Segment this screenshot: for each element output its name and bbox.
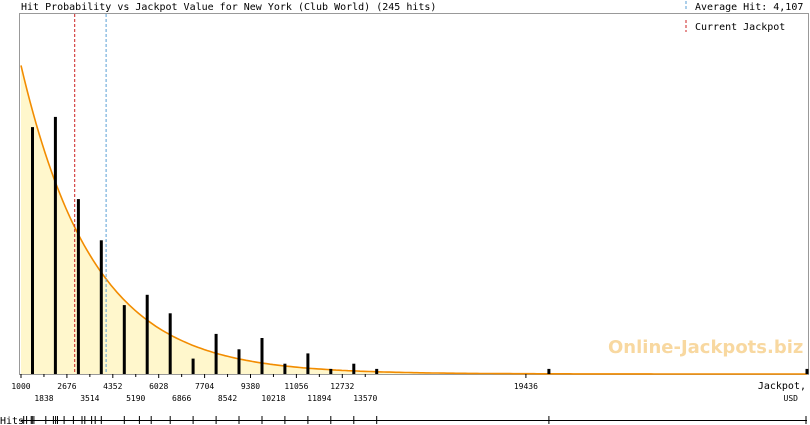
- x-tick-label: 2676: [57, 382, 76, 391]
- x-tick-label: 1838: [34, 394, 53, 403]
- bar: [375, 368, 379, 374]
- x-tick-label: 10218: [261, 394, 285, 403]
- x-tick-label: 5190: [126, 394, 145, 403]
- bar: [122, 305, 126, 374]
- bar: [547, 368, 551, 374]
- x-tick-label: 1000: [11, 382, 30, 391]
- bar: [329, 368, 333, 374]
- fit-curve: [20, 65, 807, 375]
- bar: [306, 353, 310, 374]
- x-tick-label: 8542: [218, 394, 237, 403]
- bar: [283, 363, 287, 374]
- x-tick-label: 11894: [307, 394, 331, 403]
- bar: [191, 358, 195, 374]
- x-tick-label: 6028: [149, 382, 168, 391]
- hits-rug-label: Hits: [0, 416, 24, 425]
- bar: [31, 127, 34, 374]
- legend-average-label: Average Hit: 4,107: [695, 2, 803, 13]
- x-tick-label: 7704: [195, 382, 214, 391]
- x-tick-label: 4352: [103, 382, 122, 391]
- bar: [76, 199, 80, 374]
- bar: [168, 313, 172, 374]
- x-tick-label: 6866: [172, 394, 191, 403]
- x-tick-label: 12732: [330, 382, 354, 391]
- hits-rug: [21, 416, 807, 424]
- bar: [214, 333, 218, 374]
- x-tick-label: 11056: [284, 382, 308, 391]
- bar: [53, 116, 57, 375]
- legend-current-label: Current Jackpot: [695, 22, 785, 33]
- x-axis-label-line1: Jackpot,: [758, 381, 806, 392]
- bar: [352, 363, 356, 374]
- bar: [805, 368, 809, 374]
- x-tick-label: 13570: [353, 394, 377, 403]
- x-axis-ticks: 1000 2676 4352 6028 7704 9380 11056 12732 19436 1…: [11, 374, 538, 403]
- x-axis-label-line2: USD: [784, 394, 799, 403]
- x-tick-label: 3514: [80, 394, 99, 403]
- bar: [260, 338, 264, 374]
- fit-area: [21, 65, 807, 375]
- reference-lines: [74, 14, 107, 374]
- bar: [237, 349, 241, 374]
- x-tick-label: 19436: [514, 382, 538, 391]
- bar: [99, 240, 103, 374]
- x-tick-label: 9380: [241, 382, 260, 391]
- plot-frame: [19, 13, 809, 375]
- bar: [145, 294, 149, 374]
- chart-title: Hit Probability vs Jackpot Value for New…: [21, 2, 436, 13]
- bars-group: [31, 116, 809, 375]
- watermark: Online-Jackpots.biz: [608, 337, 803, 358]
